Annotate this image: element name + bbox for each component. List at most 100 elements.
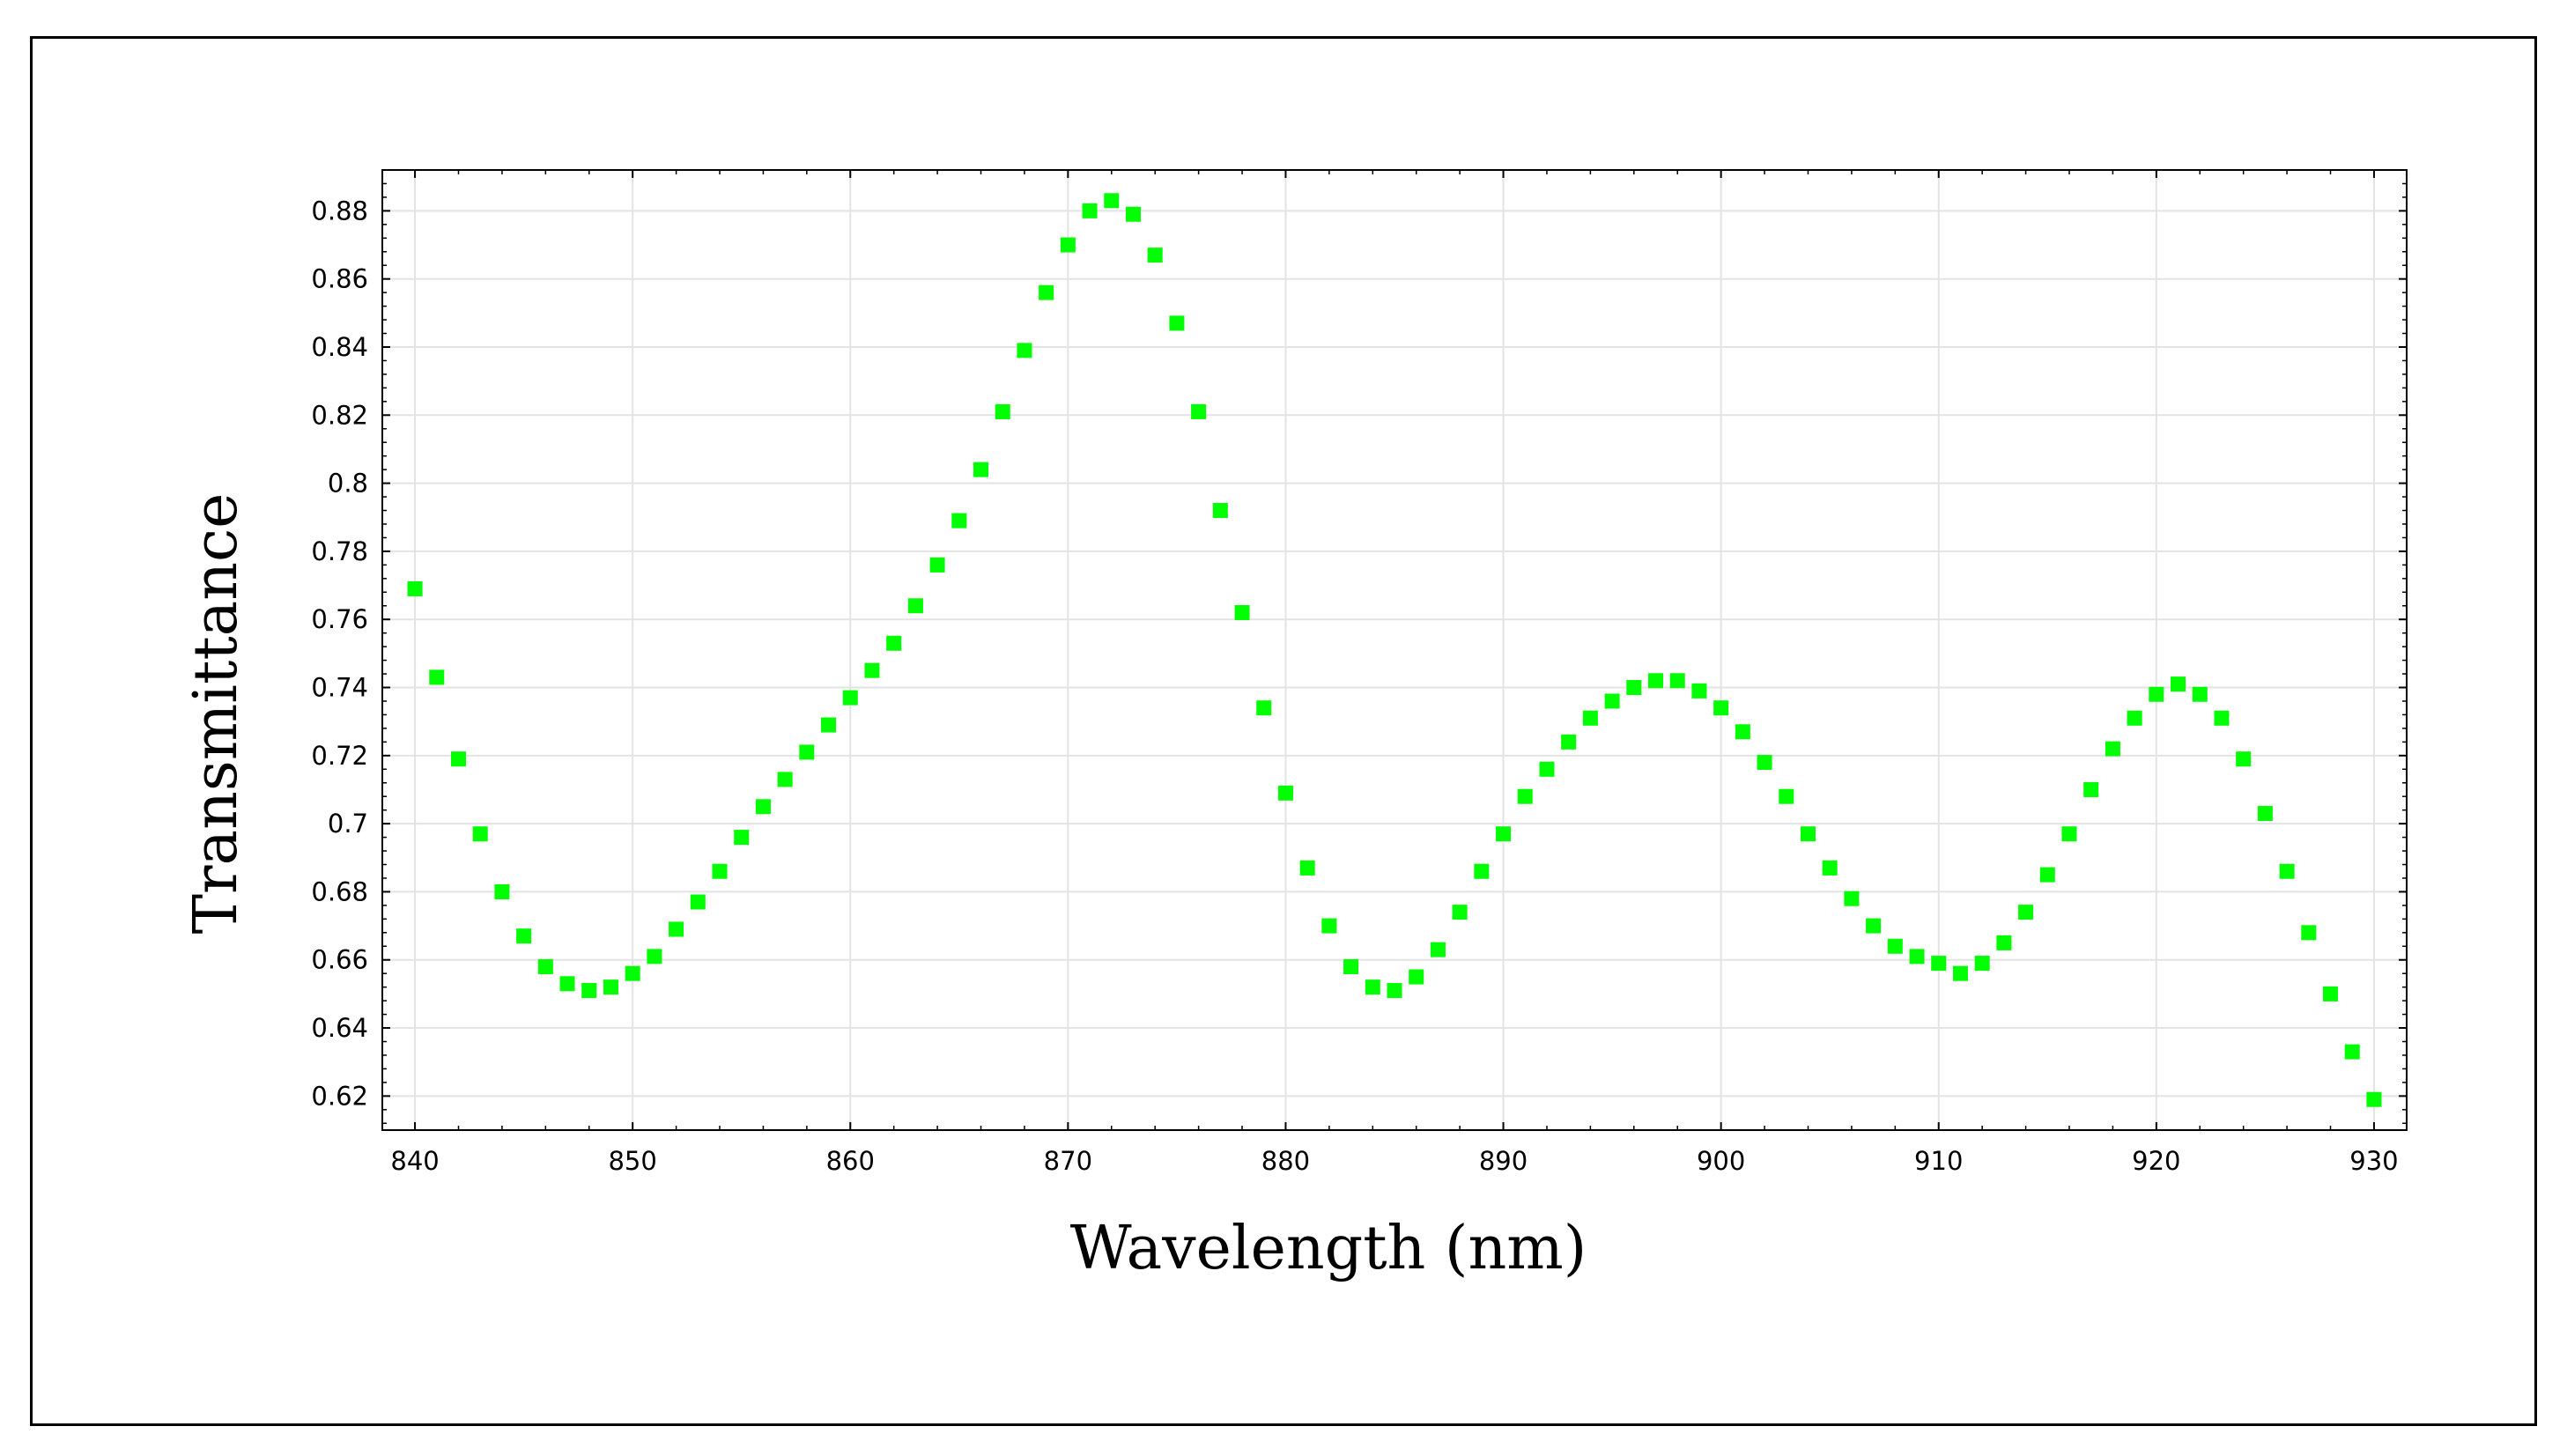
chart-frame [30, 36, 2537, 1426]
data-point [1561, 734, 1577, 750]
data-point [886, 635, 902, 651]
x-tick-label: 840 [390, 1146, 439, 1176]
data-point [537, 958, 553, 974]
data-point [1256, 700, 1272, 716]
x-tick-label: 910 [1914, 1146, 1963, 1176]
data-point [1104, 193, 1120, 209]
data-point [1669, 673, 1685, 689]
data-point [1779, 788, 1794, 804]
data-point [1800, 826, 1816, 842]
data-point [450, 751, 466, 767]
data-point [1039, 285, 1054, 300]
data-point [2344, 1044, 2360, 1060]
y-tick-label: 0.84 [311, 332, 368, 362]
data-point [1169, 315, 1185, 331]
data-point [2257, 806, 2273, 822]
y-tick-label: 0.62 [311, 1081, 368, 1111]
data-point [1822, 860, 1838, 876]
data-point [1082, 203, 1098, 218]
data-points [407, 193, 2382, 1107]
data-point [2061, 826, 2077, 842]
data-point [2083, 781, 2099, 797]
y-tick-label: 0.66 [311, 945, 368, 975]
data-point [1125, 206, 1141, 222]
data-point [1191, 403, 1207, 419]
data-point [951, 513, 967, 528]
data-point [1321, 918, 1337, 934]
data-point [1474, 863, 1490, 879]
data-point [734, 830, 750, 846]
data-point [581, 983, 597, 999]
data-point [929, 557, 945, 573]
data-point [669, 921, 684, 937]
x-tick-label: 850 [608, 1146, 656, 1176]
x-tick-label: 890 [1479, 1146, 1528, 1176]
data-point [1343, 958, 1359, 974]
data-point [429, 669, 445, 685]
axis-ticks: 840 850 860 870 880 890 900 910 920 930 0.62 0.64 0.… [311, 170, 2407, 1176]
data-point [755, 799, 771, 815]
data-point [2279, 863, 2295, 879]
data-point [690, 894, 706, 910]
data-point [995, 403, 1010, 419]
data-point [1691, 683, 1707, 698]
data-point [864, 662, 880, 678]
y-tick-label: 0.8 [328, 469, 368, 499]
data-point [559, 976, 575, 992]
y-tick-label: 0.86 [311, 264, 368, 294]
x-tick-label: 870 [1044, 1146, 1092, 1176]
data-point [799, 744, 815, 760]
data-point [973, 462, 989, 477]
data-point [2323, 986, 2339, 1001]
y-tick-label: 0.68 [311, 876, 368, 906]
data-point [821, 717, 837, 733]
data-point [647, 949, 662, 965]
data-point [1735, 724, 1750, 740]
data-point [1147, 248, 1163, 263]
data-point [1409, 969, 1424, 985]
data-point [2018, 905, 2034, 920]
y-tick-label: 0.78 [311, 536, 368, 566]
data-point [1974, 956, 1990, 972]
x-tick-label: 860 [826, 1146, 875, 1176]
data-point [603, 979, 618, 995]
data-point [1060, 237, 1076, 253]
data-point [2039, 867, 2055, 883]
data-point [1648, 673, 1664, 689]
data-point [1582, 710, 1598, 726]
data-point [625, 965, 640, 981]
data-point [472, 826, 488, 842]
data-point [2192, 686, 2208, 702]
y-tick-label: 0.88 [311, 196, 368, 225]
data-point [2301, 925, 2317, 941]
data-point [1931, 956, 1947, 972]
data-point [1017, 343, 1032, 358]
data-point [1430, 942, 1446, 957]
data-point [1952, 965, 1968, 981]
data-point [2127, 710, 2142, 726]
data-point [1212, 503, 1228, 519]
x-tick-label: 880 [1261, 1146, 1310, 1176]
data-point [2214, 710, 2230, 726]
plot-area [381, 169, 2408, 1131]
data-point [777, 772, 793, 787]
data-point [407, 580, 423, 596]
data-point [1909, 949, 1925, 965]
y-tick-label: 0.74 [311, 673, 368, 703]
grid-lines [382, 170, 2407, 1130]
data-point [1234, 604, 1250, 620]
x-tick-label: 930 [2349, 1146, 2398, 1176]
data-point [2236, 751, 2252, 767]
data-point [1713, 700, 1729, 716]
data-point [1387, 983, 1402, 999]
y-tick-label: 0.76 [311, 604, 368, 634]
data-point [842, 690, 858, 706]
data-point [907, 598, 923, 614]
y-axis-label: Transmittance [181, 493, 251, 935]
data-point [712, 863, 728, 879]
data-point [1604, 693, 1620, 709]
data-point [1887, 938, 1903, 954]
data-point [2105, 741, 2120, 757]
data-point [2171, 676, 2186, 692]
data-point [1365, 979, 1380, 995]
